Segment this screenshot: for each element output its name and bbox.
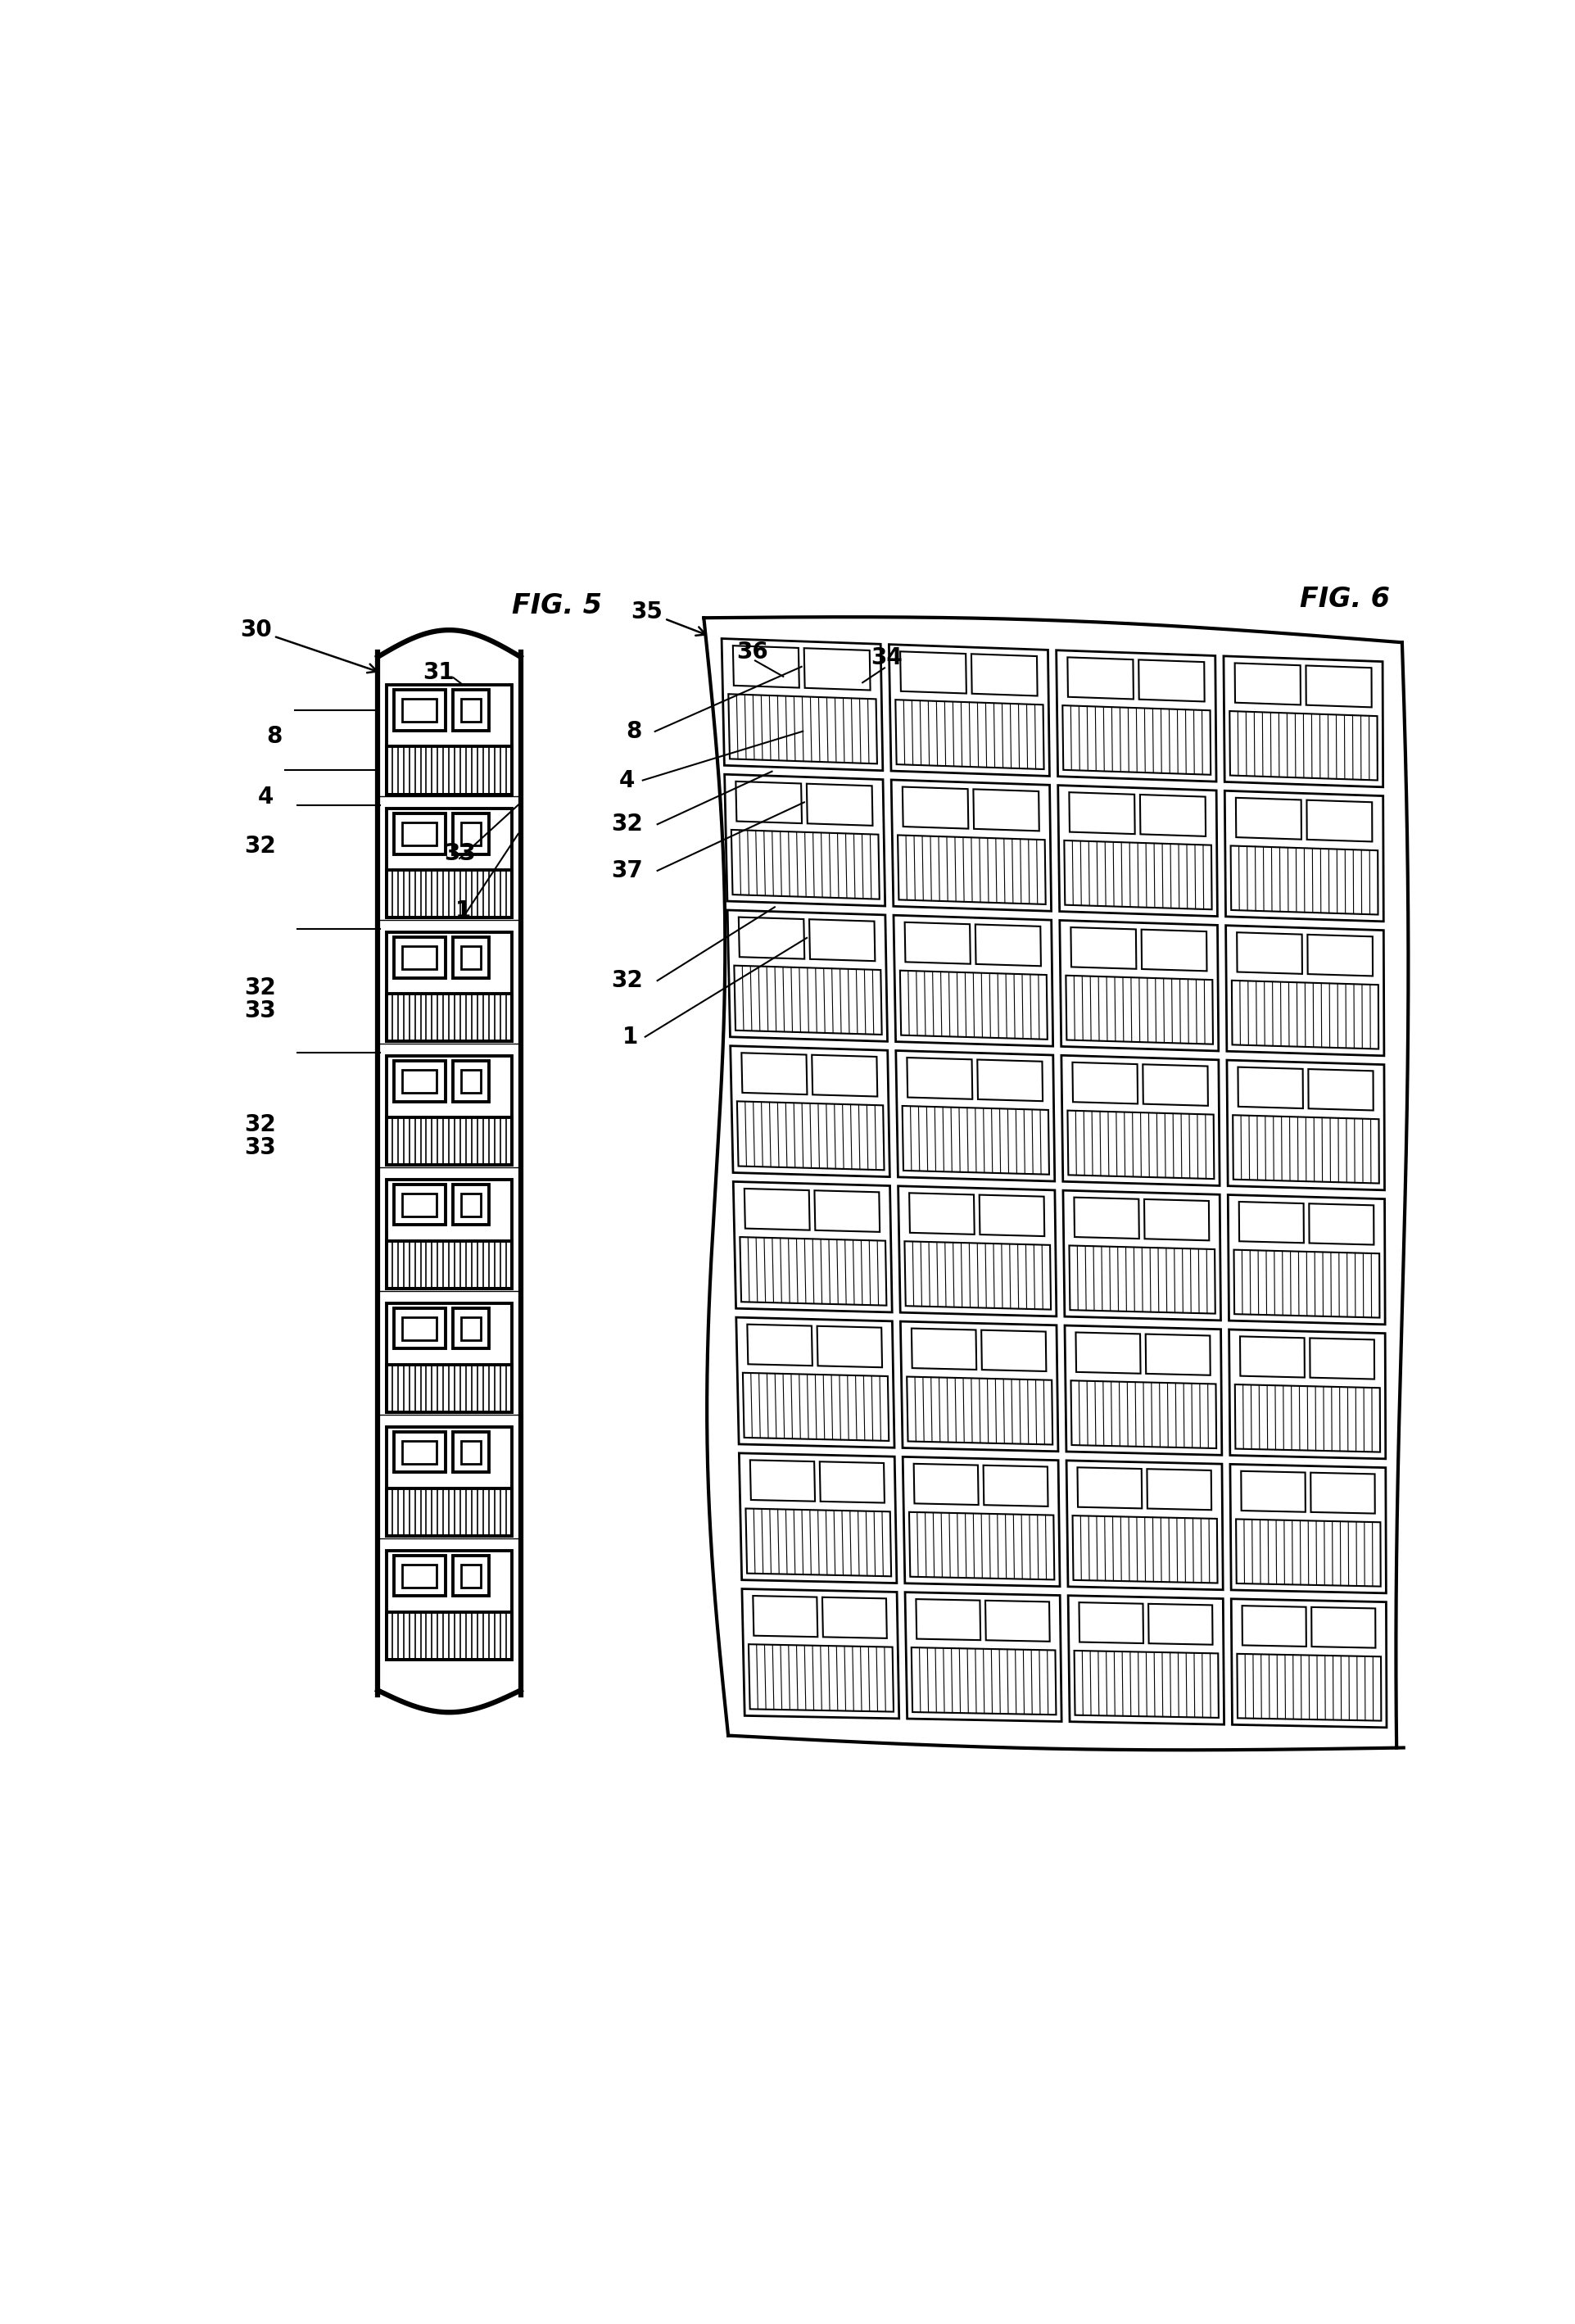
Bar xyxy=(452,1432,488,1473)
Text: 32: 32 xyxy=(244,1113,276,1136)
Bar xyxy=(394,1185,446,1225)
Bar xyxy=(461,823,480,846)
Text: 36: 36 xyxy=(737,641,769,665)
Bar xyxy=(386,1181,512,1290)
Bar xyxy=(402,823,436,846)
Bar xyxy=(394,1062,446,1102)
Bar xyxy=(402,1318,436,1341)
Bar xyxy=(452,1555,488,1597)
Bar xyxy=(402,700,436,723)
Text: 4: 4 xyxy=(257,786,272,809)
Bar xyxy=(386,869,512,918)
Text: 32: 32 xyxy=(244,834,276,858)
Bar xyxy=(386,1613,512,1659)
Text: 37: 37 xyxy=(611,860,643,883)
Bar xyxy=(386,686,512,795)
Bar xyxy=(402,1192,436,1215)
Text: 33: 33 xyxy=(244,1136,276,1160)
Bar xyxy=(394,1555,446,1597)
Bar xyxy=(452,690,488,730)
Text: 8: 8 xyxy=(625,720,641,744)
Text: 33: 33 xyxy=(244,999,276,1023)
Text: 32: 32 xyxy=(244,976,276,999)
Text: 30: 30 xyxy=(239,618,376,672)
Bar xyxy=(402,1069,436,1092)
Text: 35: 35 xyxy=(630,600,706,634)
Bar xyxy=(461,1564,480,1587)
Bar xyxy=(402,1441,436,1464)
Bar xyxy=(386,1550,512,1659)
Bar xyxy=(461,1441,480,1464)
Bar xyxy=(386,1364,512,1413)
Text: 1: 1 xyxy=(622,1025,638,1048)
Text: 32: 32 xyxy=(611,813,643,837)
Text: 31: 31 xyxy=(422,662,454,683)
Bar xyxy=(402,946,436,969)
Bar xyxy=(461,1192,480,1215)
Bar xyxy=(394,1432,446,1473)
Bar xyxy=(386,809,512,918)
Bar xyxy=(386,1241,512,1290)
Bar xyxy=(394,690,446,730)
Bar xyxy=(402,1564,436,1587)
Bar xyxy=(452,1308,488,1348)
Text: 32: 32 xyxy=(611,969,643,992)
Text: 33: 33 xyxy=(444,841,476,865)
Bar xyxy=(386,1487,512,1536)
Bar xyxy=(461,1069,480,1092)
Bar xyxy=(386,746,512,795)
Bar xyxy=(461,946,480,969)
Bar xyxy=(452,813,488,853)
Text: 34: 34 xyxy=(871,646,902,669)
Bar xyxy=(394,937,446,978)
Text: 8: 8 xyxy=(266,725,282,748)
Bar xyxy=(452,937,488,978)
Bar xyxy=(386,1427,512,1536)
Bar xyxy=(461,1318,480,1341)
Bar xyxy=(394,1308,446,1348)
Bar xyxy=(386,932,512,1041)
Bar xyxy=(452,1062,488,1102)
Text: FIG. 6: FIG. 6 xyxy=(1299,586,1389,614)
Bar xyxy=(394,813,446,853)
Bar xyxy=(386,1304,512,1413)
Bar xyxy=(386,995,512,1041)
Text: FIG. 5: FIG. 5 xyxy=(512,593,602,618)
Text: 1: 1 xyxy=(455,899,471,923)
Text: 4: 4 xyxy=(619,769,635,792)
Bar xyxy=(386,1118,512,1164)
Bar xyxy=(386,1055,512,1164)
Bar xyxy=(452,1185,488,1225)
Bar xyxy=(461,700,480,723)
